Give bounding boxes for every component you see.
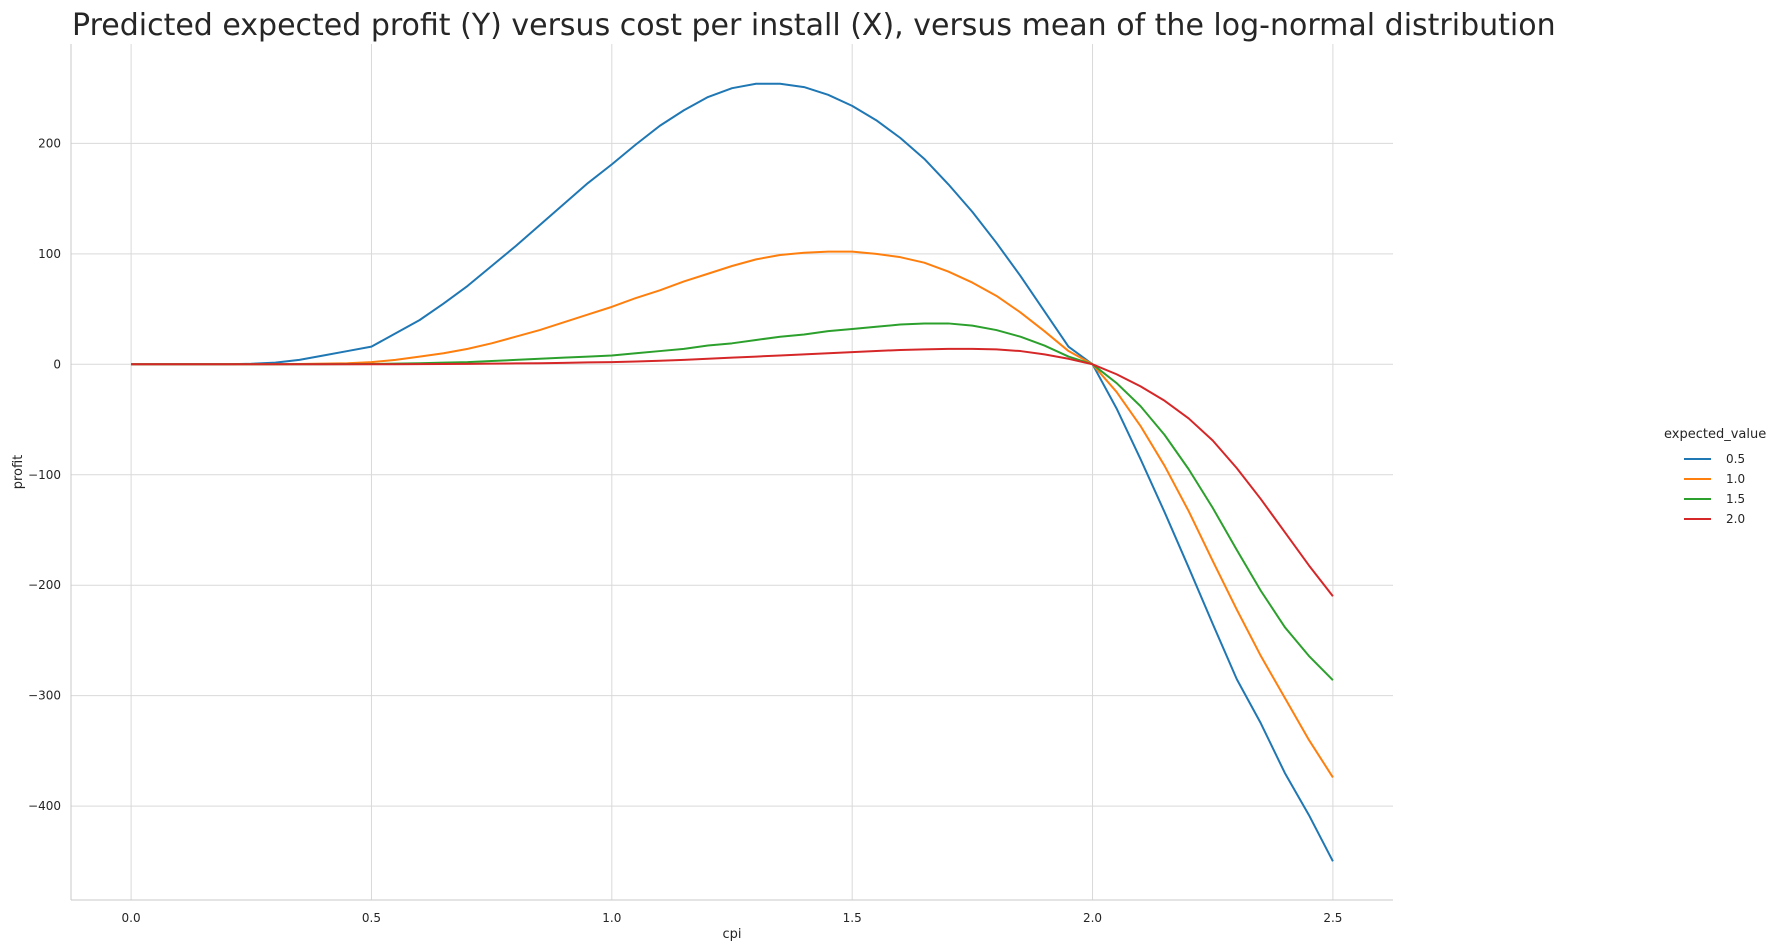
grid-lines xyxy=(71,44,1393,900)
y-tick-label: 200 xyxy=(38,136,61,150)
series-lines xyxy=(131,82,1334,862)
x-tick-labels: 0.0 0.5 1.0 1.5 2.0 2.5 xyxy=(122,911,1343,925)
x-tick-label: 0.5 xyxy=(362,911,381,925)
legend-label-1.5: 1.5 xyxy=(1726,492,1745,506)
y-tick-labels: 200 100 0 −100 −200 −300 −400 xyxy=(28,136,61,813)
y-tick-label: 100 xyxy=(38,247,61,261)
legend-label-1.0: 1.0 xyxy=(1726,472,1745,486)
legend: expected_value 0.5 1.0 1.5 2.0 xyxy=(1664,427,1766,526)
y-tick-label: −200 xyxy=(28,578,61,592)
chart-title: Predicted expected profit (Y) versus cos… xyxy=(72,8,1556,43)
legend-title: expected_value xyxy=(1664,427,1766,442)
x-tick-label: 1.0 xyxy=(602,911,621,925)
x-tick-label: 1.5 xyxy=(843,911,862,925)
y-tick-label: −300 xyxy=(28,689,61,703)
x-tick-label: 2.5 xyxy=(1323,911,1342,925)
x-tick-label: 0.0 xyxy=(122,911,141,925)
axes xyxy=(70,44,1393,901)
y-axis-label: profit xyxy=(11,455,26,490)
x-axis-label: cpi xyxy=(722,927,741,942)
series-line-0.5 xyxy=(131,82,1334,862)
legend-label-2.0: 2.0 xyxy=(1726,512,1745,526)
legend-label-0.5: 0.5 xyxy=(1726,452,1745,466)
series-line-1.5 xyxy=(131,322,1334,681)
series-line-2.0 xyxy=(131,347,1334,597)
legend-items: 0.5 1.0 1.5 2.0 xyxy=(1684,452,1745,526)
y-tick-label: −100 xyxy=(28,468,61,482)
y-tick-label: 0 xyxy=(53,357,61,371)
series-line-1.0 xyxy=(131,250,1334,778)
x-tick-label: 2.0 xyxy=(1083,911,1102,925)
y-tick-label: −400 xyxy=(28,799,61,813)
